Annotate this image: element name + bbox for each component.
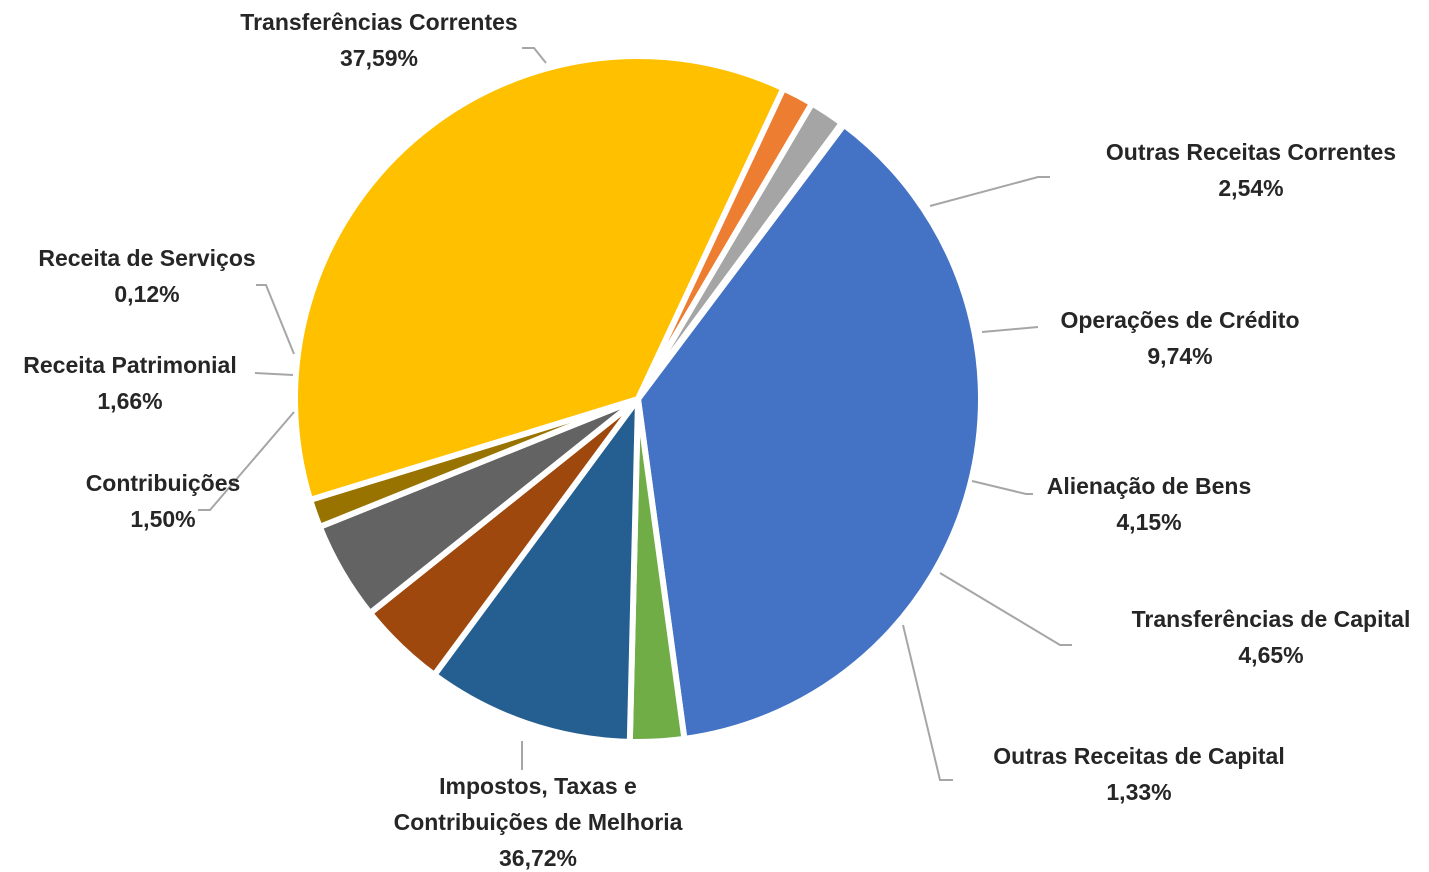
pie-slice (292, 53, 787, 503)
data-label: Alienação de Bens 4,15% (1047, 473, 1252, 535)
leader-line (198, 411, 295, 511)
data-label: Outras Receitas Correntes 2,54% (1106, 139, 1396, 201)
leader-lines (198, 47, 1072, 781)
leader-line (522, 47, 547, 64)
data-label: Contribuições 1,50% (86, 470, 241, 532)
data-label: Receita Patrimonial 1,66% (23, 352, 236, 414)
data-label: Transferências de Capital 4,65% (1132, 606, 1411, 668)
data-label: Receita de Serviços 0,12% (38, 245, 255, 307)
data-label: Transferências Correntes 37,59% (240, 9, 517, 71)
pie-slices (292, 53, 984, 745)
pie-slice (431, 396, 641, 745)
pie-slice (635, 121, 984, 742)
data-label: Operações de Crédito 9,74% (1060, 307, 1299, 369)
data-labels: Transferências Correntes 37,59% Outras Rec… (23, 9, 1410, 871)
pie-slice (635, 120, 847, 402)
data-label: Impostos, Taxas e Contribuições de Melhor… (394, 773, 683, 871)
leader-line (971, 480, 1033, 495)
leader-line (939, 572, 1072, 646)
leader-line (254, 372, 294, 376)
leader-line (902, 624, 953, 781)
leader-line (929, 176, 1050, 207)
leader-line (256, 284, 295, 355)
data-label: Outras Receitas de Capital 1,33% (993, 743, 1284, 805)
leader-line (981, 326, 1039, 333)
